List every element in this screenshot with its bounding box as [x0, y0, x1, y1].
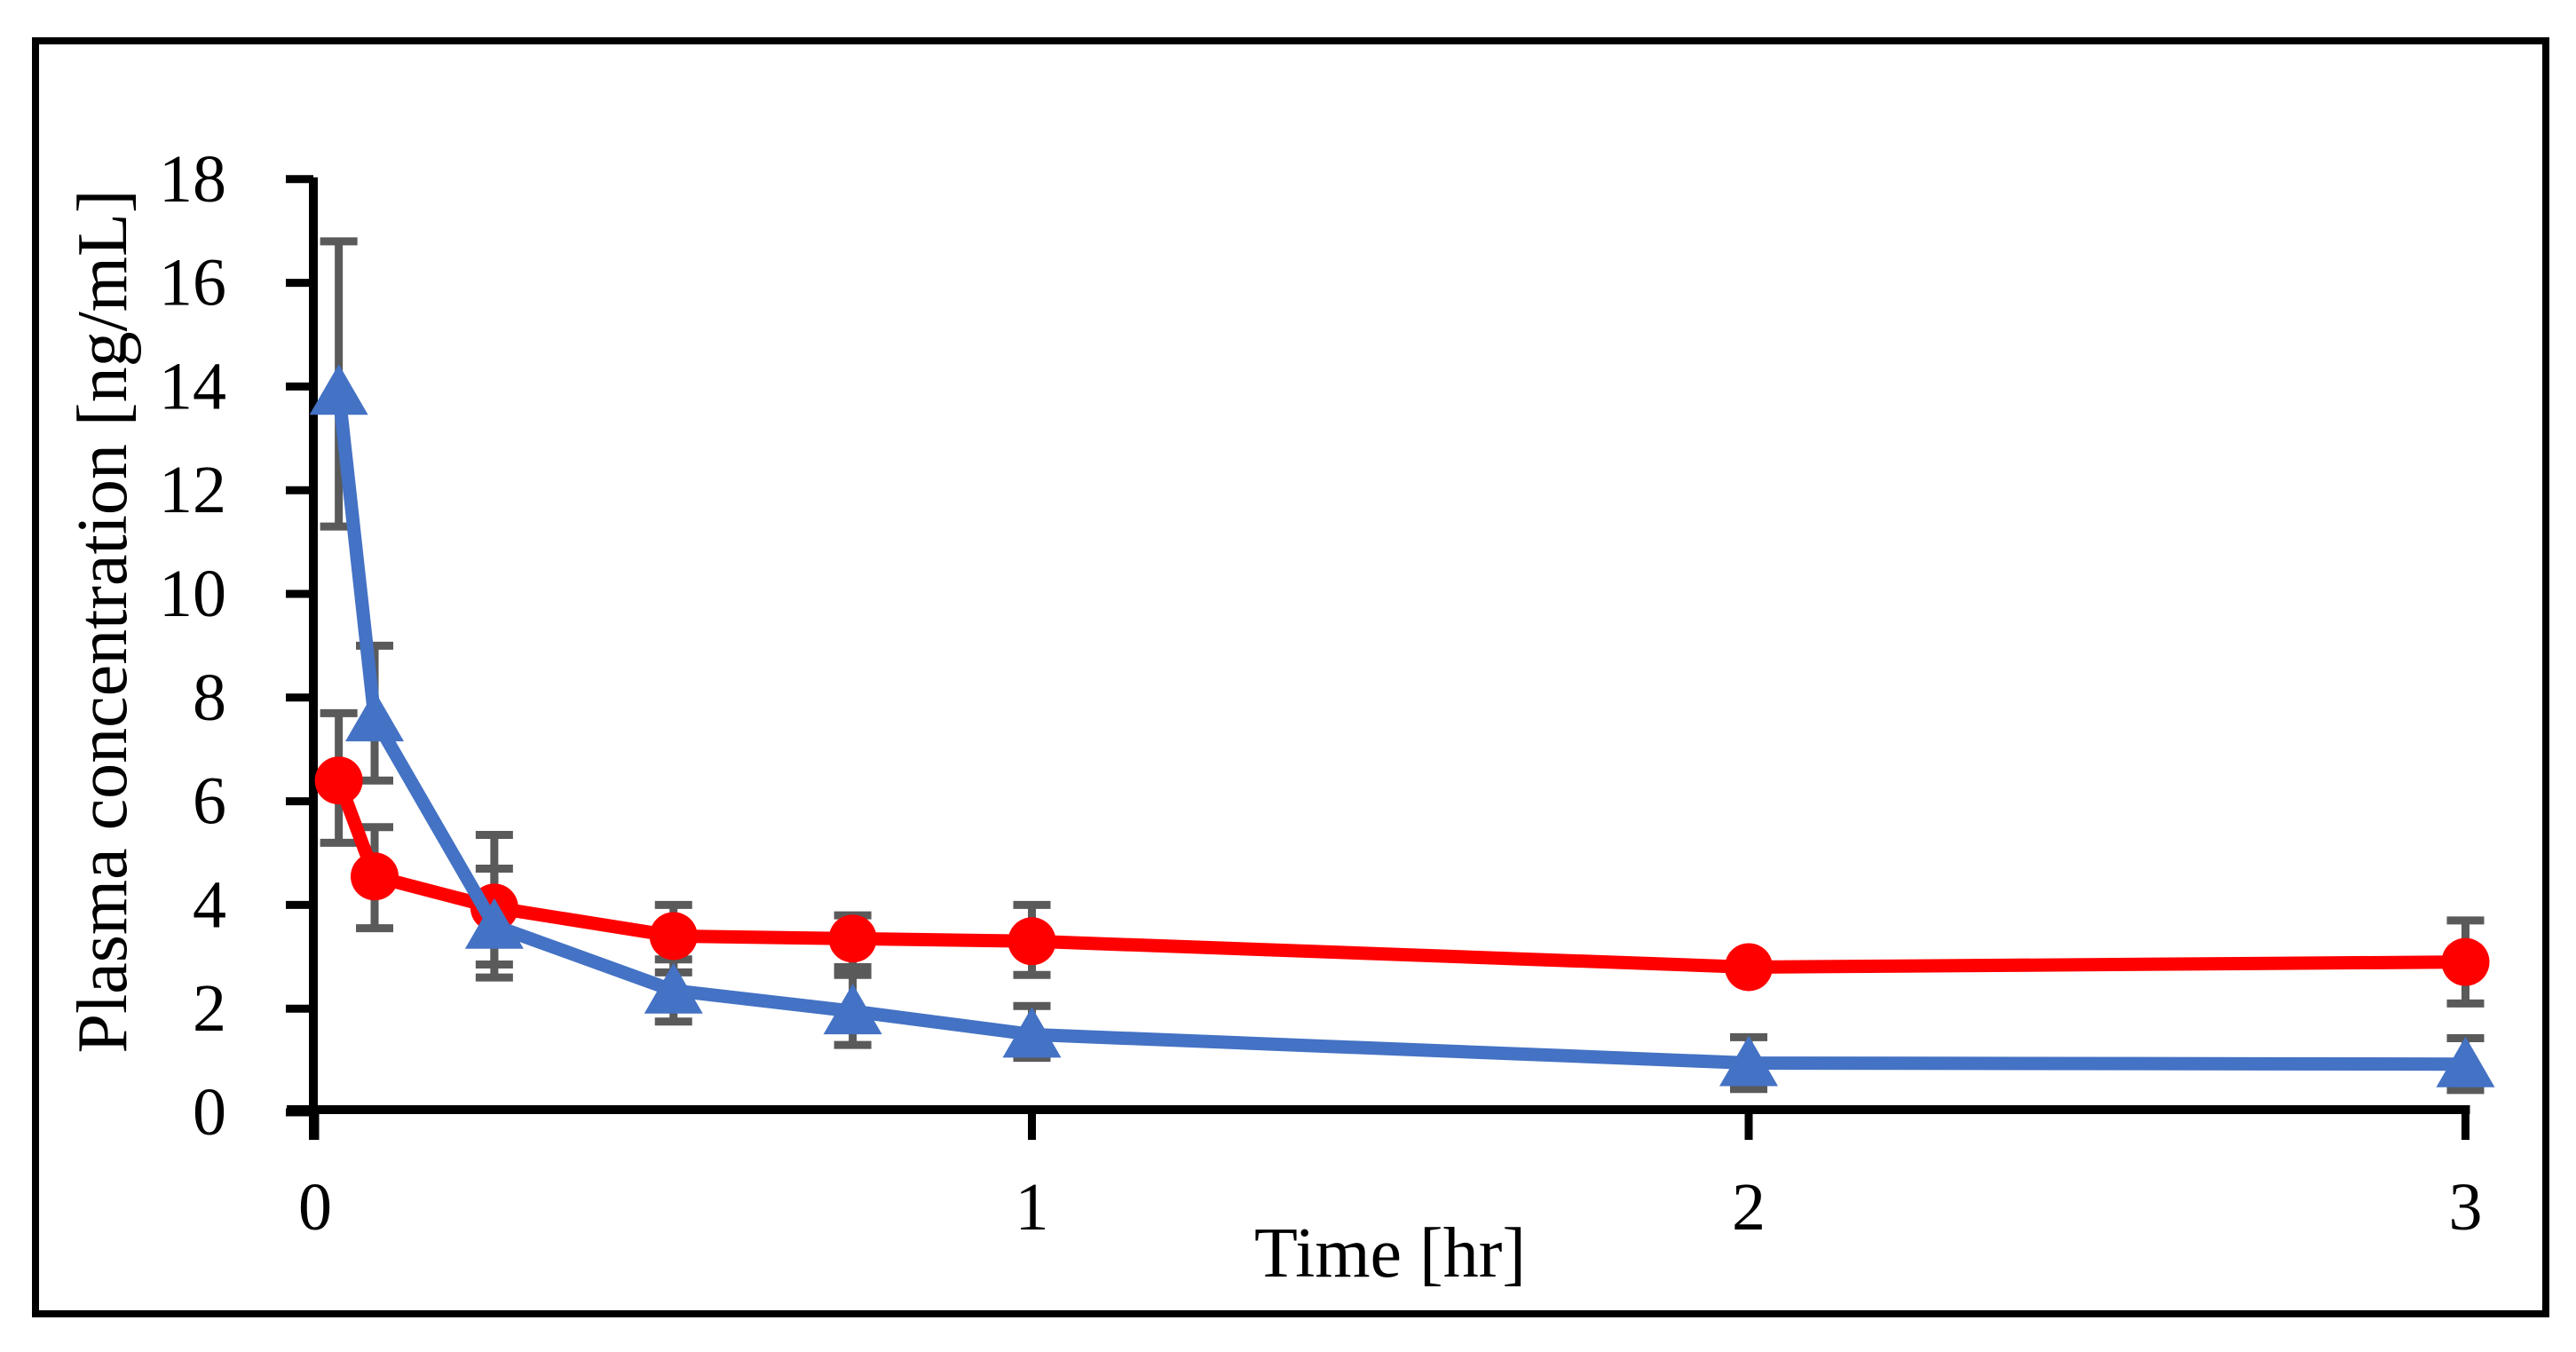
blue-triangles-line	[332, 391, 2466, 1071]
circle-marker	[1007, 917, 1056, 966]
circle-marker	[649, 912, 698, 961]
circle-marker	[314, 756, 363, 805]
circle-marker	[1725, 943, 1773, 992]
y-tick-label: 12	[159, 453, 226, 527]
x-tick-label: 3	[2449, 1170, 2483, 1245]
circle-marker	[351, 852, 399, 901]
triangle-marker	[345, 691, 405, 742]
triangle-marker	[823, 984, 882, 1035]
series-blue-triangles	[309, 364, 2495, 1087]
triangle-marker	[2436, 1036, 2495, 1087]
data-series	[309, 364, 2495, 1087]
x-tick-label: 2	[1732, 1170, 1766, 1245]
x-tick-label: 1	[1015, 1170, 1049, 1245]
figure-frame	[32, 37, 2549, 1317]
y-tick-label: 10	[159, 557, 226, 631]
circle-marker	[2441, 937, 2490, 986]
series-red-circles	[314, 756, 2490, 992]
triangle-marker	[1719, 1035, 1778, 1087]
triangle-marker	[644, 962, 703, 1014]
figure-border	[32, 37, 2549, 1317]
y-tick-label: 18	[159, 142, 226, 217]
circle-marker	[828, 914, 877, 963]
y-tick-label: 14	[159, 349, 226, 423]
triangle-marker	[309, 364, 368, 415]
y-tick-label: 6	[193, 764, 226, 839]
triangle-marker	[1002, 1007, 1062, 1058]
y-tick-label: 2	[193, 971, 226, 1046]
y-tick-label: 8	[193, 660, 226, 735]
y-axis-title: Plasma concentration [ng/mL]	[64, 189, 142, 1053]
triangle-marker	[464, 897, 524, 949]
y-tick-label: 0	[193, 1075, 226, 1150]
y-tick-label: 16	[159, 246, 226, 320]
y-tick-label: 4	[193, 867, 226, 942]
x-axis-title: Time [hr]	[1254, 1214, 1526, 1293]
x-tick-label: 0	[298, 1170, 332, 1245]
